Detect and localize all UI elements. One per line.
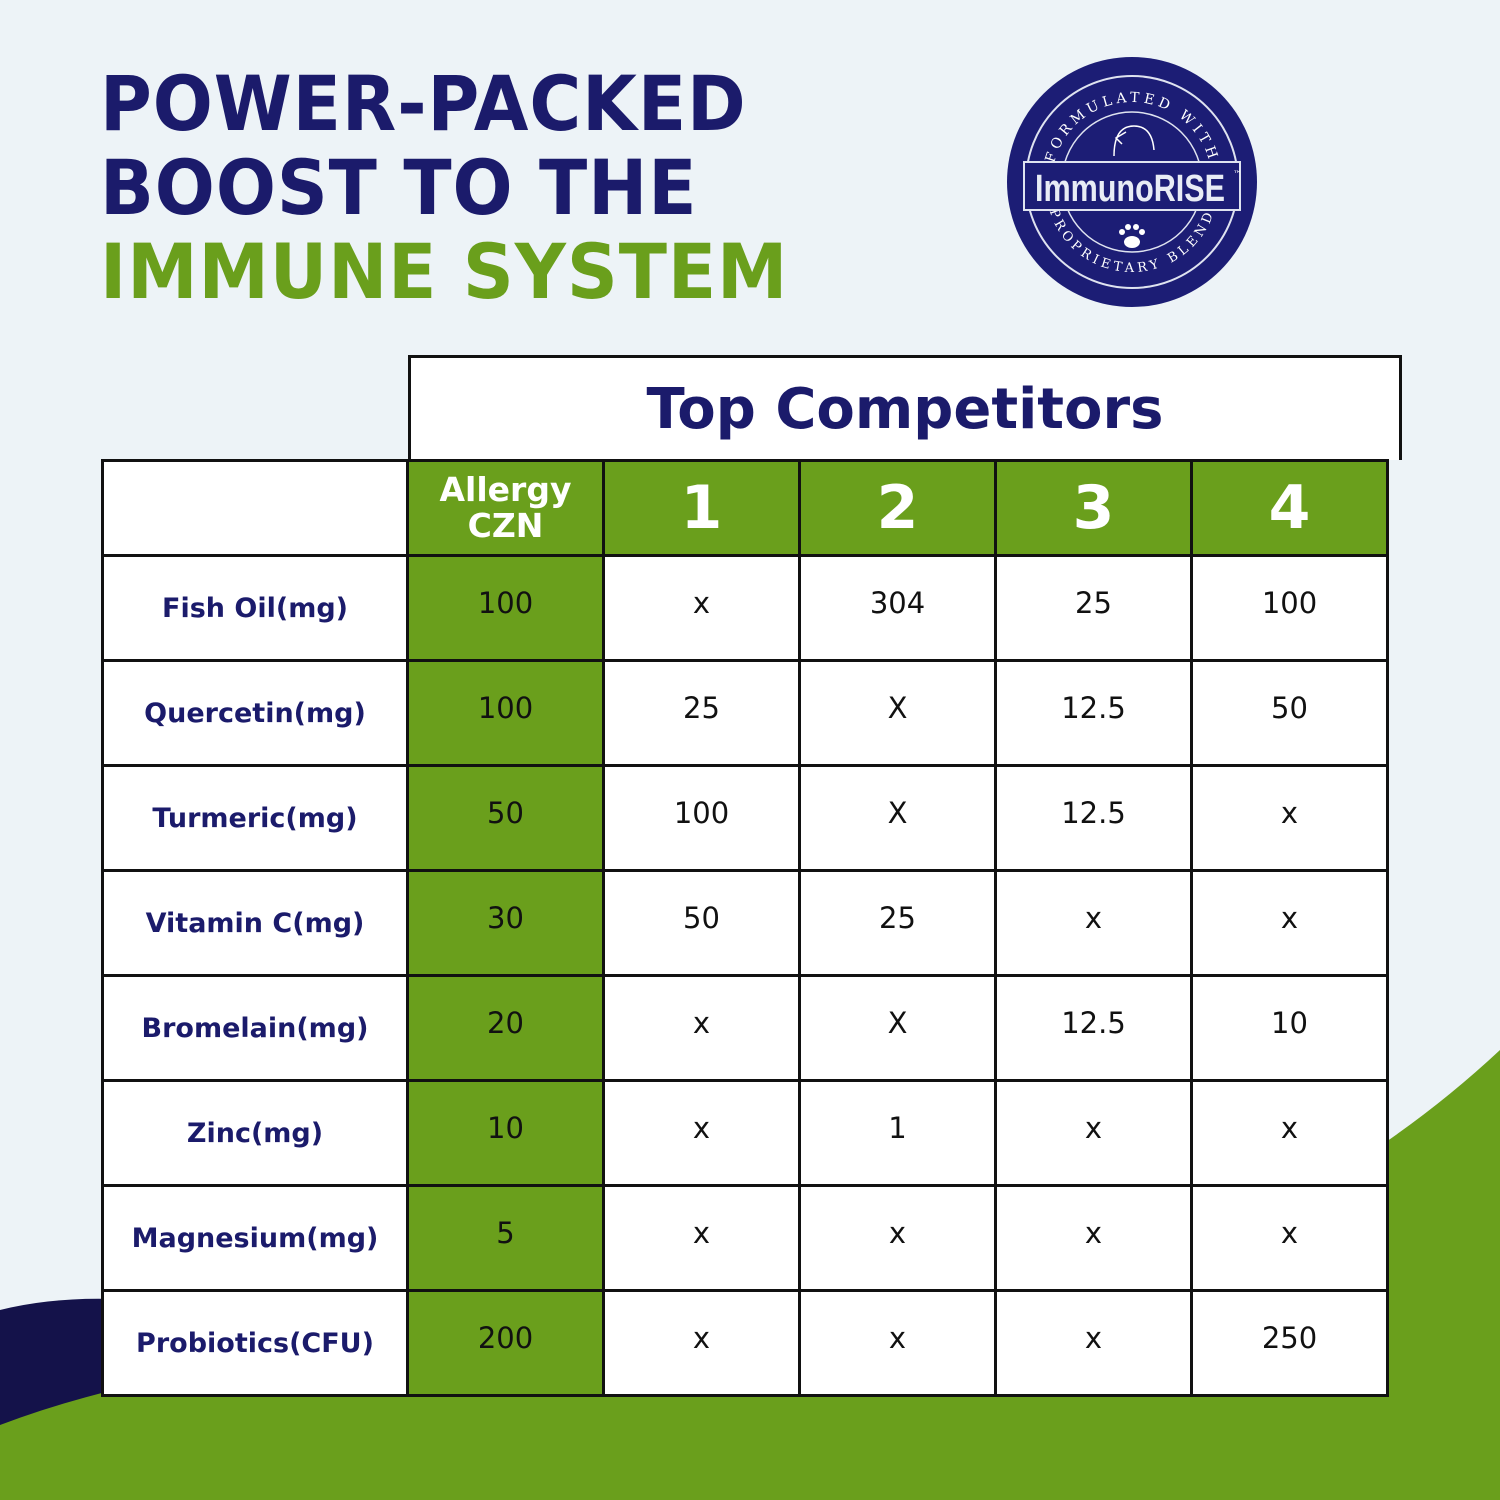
row-label: Bromelain(mg)	[101, 974, 409, 1082]
table-row: Turmeric(mg) 50 100 X 12.5 x	[101, 764, 1389, 872]
row-label: Vitamin C(mg)	[101, 869, 409, 977]
competitor-3-value-cell: x	[994, 1184, 1193, 1292]
top-competitors-header: Top Competitors	[408, 355, 1402, 460]
headline-line-2: BOOST TO THE	[100, 143, 698, 232]
row-label: Zinc(mg)	[101, 1079, 409, 1187]
column-header-allergy-czn: Allergy CZN	[406, 459, 605, 557]
competitor-1-value-cell: 100	[602, 764, 801, 872]
allergy-czn-value-cell: 5	[406, 1184, 605, 1292]
comparison-table: Allergy CZN 1 2 3 4 Fish Oil(mg) 100 x 304 2…	[101, 459, 1389, 1397]
allergy-czn-value-cell: 20	[406, 974, 605, 1082]
competitor-2-value-cell: X	[798, 659, 997, 767]
competitor-3-value-cell: x	[994, 869, 1193, 977]
allergy-czn-value-cell: 50	[406, 764, 605, 872]
competitor-4-value-cell: x	[1190, 764, 1389, 872]
row-label: Magnesium(mg)	[101, 1184, 409, 1292]
column-header-competitor-2: 2	[798, 459, 997, 557]
competitor-4-value-cell: x	[1190, 1079, 1389, 1187]
competitor-3-value-cell: 12.5	[994, 974, 1193, 1082]
competitor-1-value-cell: x	[602, 1079, 801, 1187]
immunorise-logo: FORMULATED WITH PROPRIETARY BLEND Immuno…	[1007, 57, 1257, 307]
table-row: Magnesium(mg) 5 x x x x	[101, 1184, 1389, 1292]
competitor-1-value-cell: x	[602, 554, 801, 662]
column-header-competitor-1: 1	[602, 459, 801, 557]
table-row: Zinc(mg) 10 x 1 x x	[101, 1079, 1389, 1187]
competitor-2-value-cell: 1	[798, 1079, 997, 1187]
competitor-4-value-cell: 250	[1190, 1289, 1389, 1397]
competitor-1-value-cell: 50	[602, 869, 801, 977]
dog-icon	[1113, 125, 1155, 157]
allergy-czn-value-cell: 10	[406, 1079, 605, 1187]
competitor-1-value-cell: x	[602, 1184, 801, 1292]
allergy-czn-value-cell: 100	[406, 554, 605, 662]
competitor-2-value-cell: x	[798, 1184, 997, 1292]
svg-text:ImmunoRISE: ImmunoRISE	[1035, 168, 1225, 210]
headline-line-1: POWER-PACKED	[100, 59, 747, 148]
allergy-czn-value-cell: 100	[406, 659, 605, 767]
competitor-2-value-cell: X	[798, 764, 997, 872]
allergy-czn-value-cell: 30	[406, 869, 605, 977]
competitor-3-value-cell: x	[994, 1079, 1193, 1187]
competitor-1-value-cell: x	[602, 1289, 801, 1397]
competitor-2-value-cell: X	[798, 974, 997, 1082]
competitor-3-value-cell: 12.5	[994, 764, 1193, 872]
competitor-1-value-cell: x	[602, 974, 801, 1082]
svg-text:™: ™	[1233, 170, 1242, 180]
competitor-2-value-cell: 25	[798, 869, 997, 977]
allergy-czn-value-cell: 200	[406, 1289, 605, 1397]
competitor-4-value-cell: 10	[1190, 974, 1389, 1082]
table-row: Bromelain(mg) 20 x X 12.5 10	[101, 974, 1389, 1082]
row-label: Turmeric(mg)	[101, 764, 409, 872]
competitor-3-value-cell: 12.5	[994, 659, 1193, 767]
column-header-competitor-3: 3	[994, 459, 1193, 557]
competitor-2-value-cell: x	[798, 1289, 997, 1397]
headline: POWER-PACKED BOOST TO THE IMMUNE SYSTEM	[100, 62, 840, 314]
headline-line-3: IMMUNE SYSTEM	[100, 227, 789, 316]
competitor-4-value-cell: 100	[1190, 554, 1389, 662]
table-row: Quercetin(mg) 100 25 X 12.5 50	[101, 659, 1389, 767]
competitor-2-value-cell: 304	[798, 554, 997, 662]
table-row: Vitamin C(mg) 30 50 25 x x	[101, 869, 1389, 977]
table-header-row: Allergy CZN 1 2 3 4	[101, 459, 1389, 557]
competitor-1-value-cell: 25	[602, 659, 801, 767]
row-label: Quercetin(mg)	[101, 659, 409, 767]
competitor-4-value-cell: 50	[1190, 659, 1389, 767]
paw-icon	[1119, 224, 1145, 248]
competitor-3-value-cell: 25	[994, 554, 1193, 662]
competitor-3-value-cell: x	[994, 1289, 1193, 1397]
competitor-4-value-cell: x	[1190, 869, 1389, 977]
table-row: Probiotics(CFU) 200 x x x 250	[101, 1289, 1389, 1397]
competitor-4-value-cell: x	[1190, 1184, 1389, 1292]
table-row: Fish Oil(mg) 100 x 304 25 100	[101, 554, 1389, 662]
row-label: Probiotics(CFU)	[101, 1289, 409, 1397]
row-label: Fish Oil(mg)	[101, 554, 409, 662]
header-empty-cell	[101, 459, 409, 557]
column-header-competitor-4: 4	[1190, 459, 1389, 557]
